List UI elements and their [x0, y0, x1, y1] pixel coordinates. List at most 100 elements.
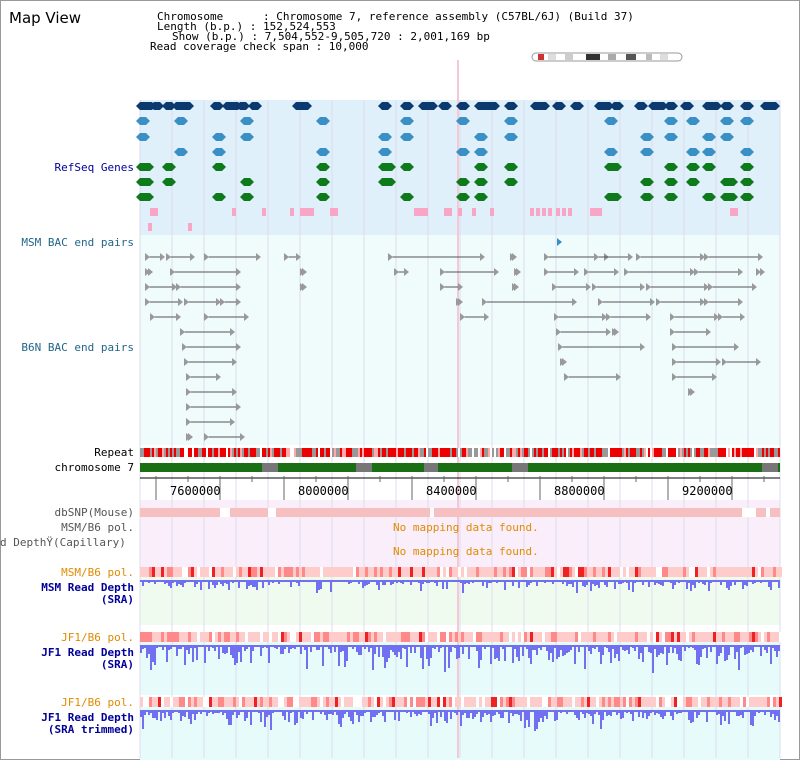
jf1-trim-pol-cell — [428, 697, 431, 707]
msm-pol-cell — [479, 567, 482, 577]
jf1-trim-depth-bar — [374, 710, 376, 717]
msm-pol-cell — [593, 567, 596, 577]
msm-depth-bar — [212, 580, 214, 585]
jf1-depth-bar — [776, 645, 778, 657]
jf1-pol-cell — [698, 632, 701, 642]
jf1-pol-cell — [647, 632, 650, 642]
jf1-depth-bar — [358, 645, 360, 655]
msm-depth-bar — [666, 580, 668, 582]
bac-end-marker — [244, 313, 249, 321]
jf1-depth-bar — [428, 645, 430, 666]
ideogram-band — [538, 54, 544, 60]
jf1-depth-bar — [606, 645, 608, 648]
repeat-segment — [182, 448, 184, 457]
jf1-depth-bar — [688, 645, 690, 648]
msm-depth-bar — [634, 580, 636, 583]
jf1-depth-bar — [608, 645, 610, 652]
repeat-segment — [674, 448, 676, 457]
msm-depth-bar — [652, 580, 654, 582]
repeat-segment — [718, 448, 720, 457]
repeat-segment — [458, 448, 460, 457]
msm-depth-bar — [250, 580, 252, 585]
jf1-trim-pol-cell — [215, 697, 218, 707]
repeat-segment — [706, 448, 708, 457]
msm-depth-bar — [418, 580, 420, 583]
msm-depth-bar — [718, 580, 720, 582]
msm-bac-label[interactable]: MSM BAC end pairs — [21, 236, 134, 249]
jf1-trim-pol-cell — [305, 697, 308, 707]
refseq-mark — [542, 208, 546, 216]
jf1-pol-cell — [344, 632, 347, 642]
repeat-segment — [610, 448, 612, 457]
jf1-trim-depth-bar — [722, 710, 724, 716]
jf1-depth-bar — [640, 645, 642, 653]
jf1-trim-pol-cell — [647, 697, 650, 707]
msm-depth-bar — [412, 580, 414, 582]
msm-depth-bar — [264, 580, 266, 582]
jf1-trim-depth-bar — [184, 710, 186, 717]
jf1-trim-depth-bar — [406, 710, 408, 713]
jf1-depth-bar — [300, 645, 302, 654]
jf1-pol-cell — [605, 632, 608, 642]
repeat-segment — [204, 448, 206, 457]
bac-end-marker — [592, 283, 597, 291]
jf1-trim-pol-cell — [773, 697, 776, 707]
refseq-mark — [420, 208, 428, 216]
dbsnp-gap — [268, 508, 276, 517]
bac-end-marker — [562, 358, 567, 366]
jf1-b6-pol-label-2: JF1/B6 pol. — [61, 696, 134, 709]
msm-depth-bar — [340, 580, 342, 582]
repeat-segment — [488, 448, 490, 457]
jf1-trim-pol-cell — [287, 697, 290, 707]
jf1-trim-depth-bar — [468, 710, 470, 718]
refseq-genes-label[interactable]: RefSeq Genes — [54, 161, 134, 174]
msm-depth-bar — [430, 580, 432, 582]
jf1-depth-bar — [672, 645, 674, 653]
jf1-trim-pol-cell — [719, 697, 722, 707]
msm-depth-bar — [630, 580, 632, 582]
jf1-depth-bar — [700, 645, 702, 657]
repeat-segment — [150, 448, 152, 457]
repeat-segment — [630, 448, 632, 457]
jf1-trim-depth-bar — [186, 710, 188, 712]
jf1-depth-bar — [706, 645, 708, 658]
jf1-trim-depth-bar — [626, 710, 628, 713]
repeat-segment — [164, 448, 166, 457]
jf1-pol-cell — [563, 632, 566, 642]
msm-depth-bar — [406, 580, 408, 582]
jf1-trim-depth-bar — [230, 710, 232, 725]
repeat-segment — [730, 448, 732, 457]
jf1-trim-depth-bar — [700, 710, 702, 712]
msm-depth-bar — [386, 580, 388, 582]
msm-pol-cell — [281, 567, 284, 577]
repeat-segment — [492, 448, 494, 457]
repeat-segment — [404, 448, 406, 457]
repeat-segment — [736, 448, 738, 457]
gene-feature — [174, 148, 188, 156]
repeat-segment — [534, 448, 536, 457]
msm-depth-bar — [380, 580, 382, 582]
jf1-trim-pol-cell — [491, 697, 494, 707]
repeat-segment — [686, 448, 688, 457]
repeat-segment — [440, 448, 442, 457]
jf1-trim-depth-bar — [606, 710, 608, 716]
msm-pol-cell — [656, 567, 659, 577]
jf1-depth-bar — [518, 645, 520, 661]
jf1-trim-depth-bar — [490, 710, 492, 722]
jf1-pol-cell — [581, 632, 584, 642]
jf1-trim-pol-cell — [350, 697, 353, 707]
jf1-trim-pol-cell — [449, 697, 452, 707]
jf1-depth-bar — [200, 645, 202, 647]
repeat-segment — [620, 448, 622, 457]
jf1-trim-depth-bar — [738, 710, 740, 716]
b6n-bac-label[interactable]: B6N BAC end pairs — [21, 341, 134, 354]
repeat-segment — [482, 448, 484, 457]
jf1-depth-bar — [286, 645, 288, 647]
jf1-depth-bar — [164, 645, 166, 647]
gene-feature — [504, 133, 518, 141]
repeat-segment — [290, 448, 292, 457]
jf1-depth-bar — [582, 645, 584, 647]
msm-pol-cell — [395, 567, 398, 577]
repeat-segment — [212, 448, 214, 457]
